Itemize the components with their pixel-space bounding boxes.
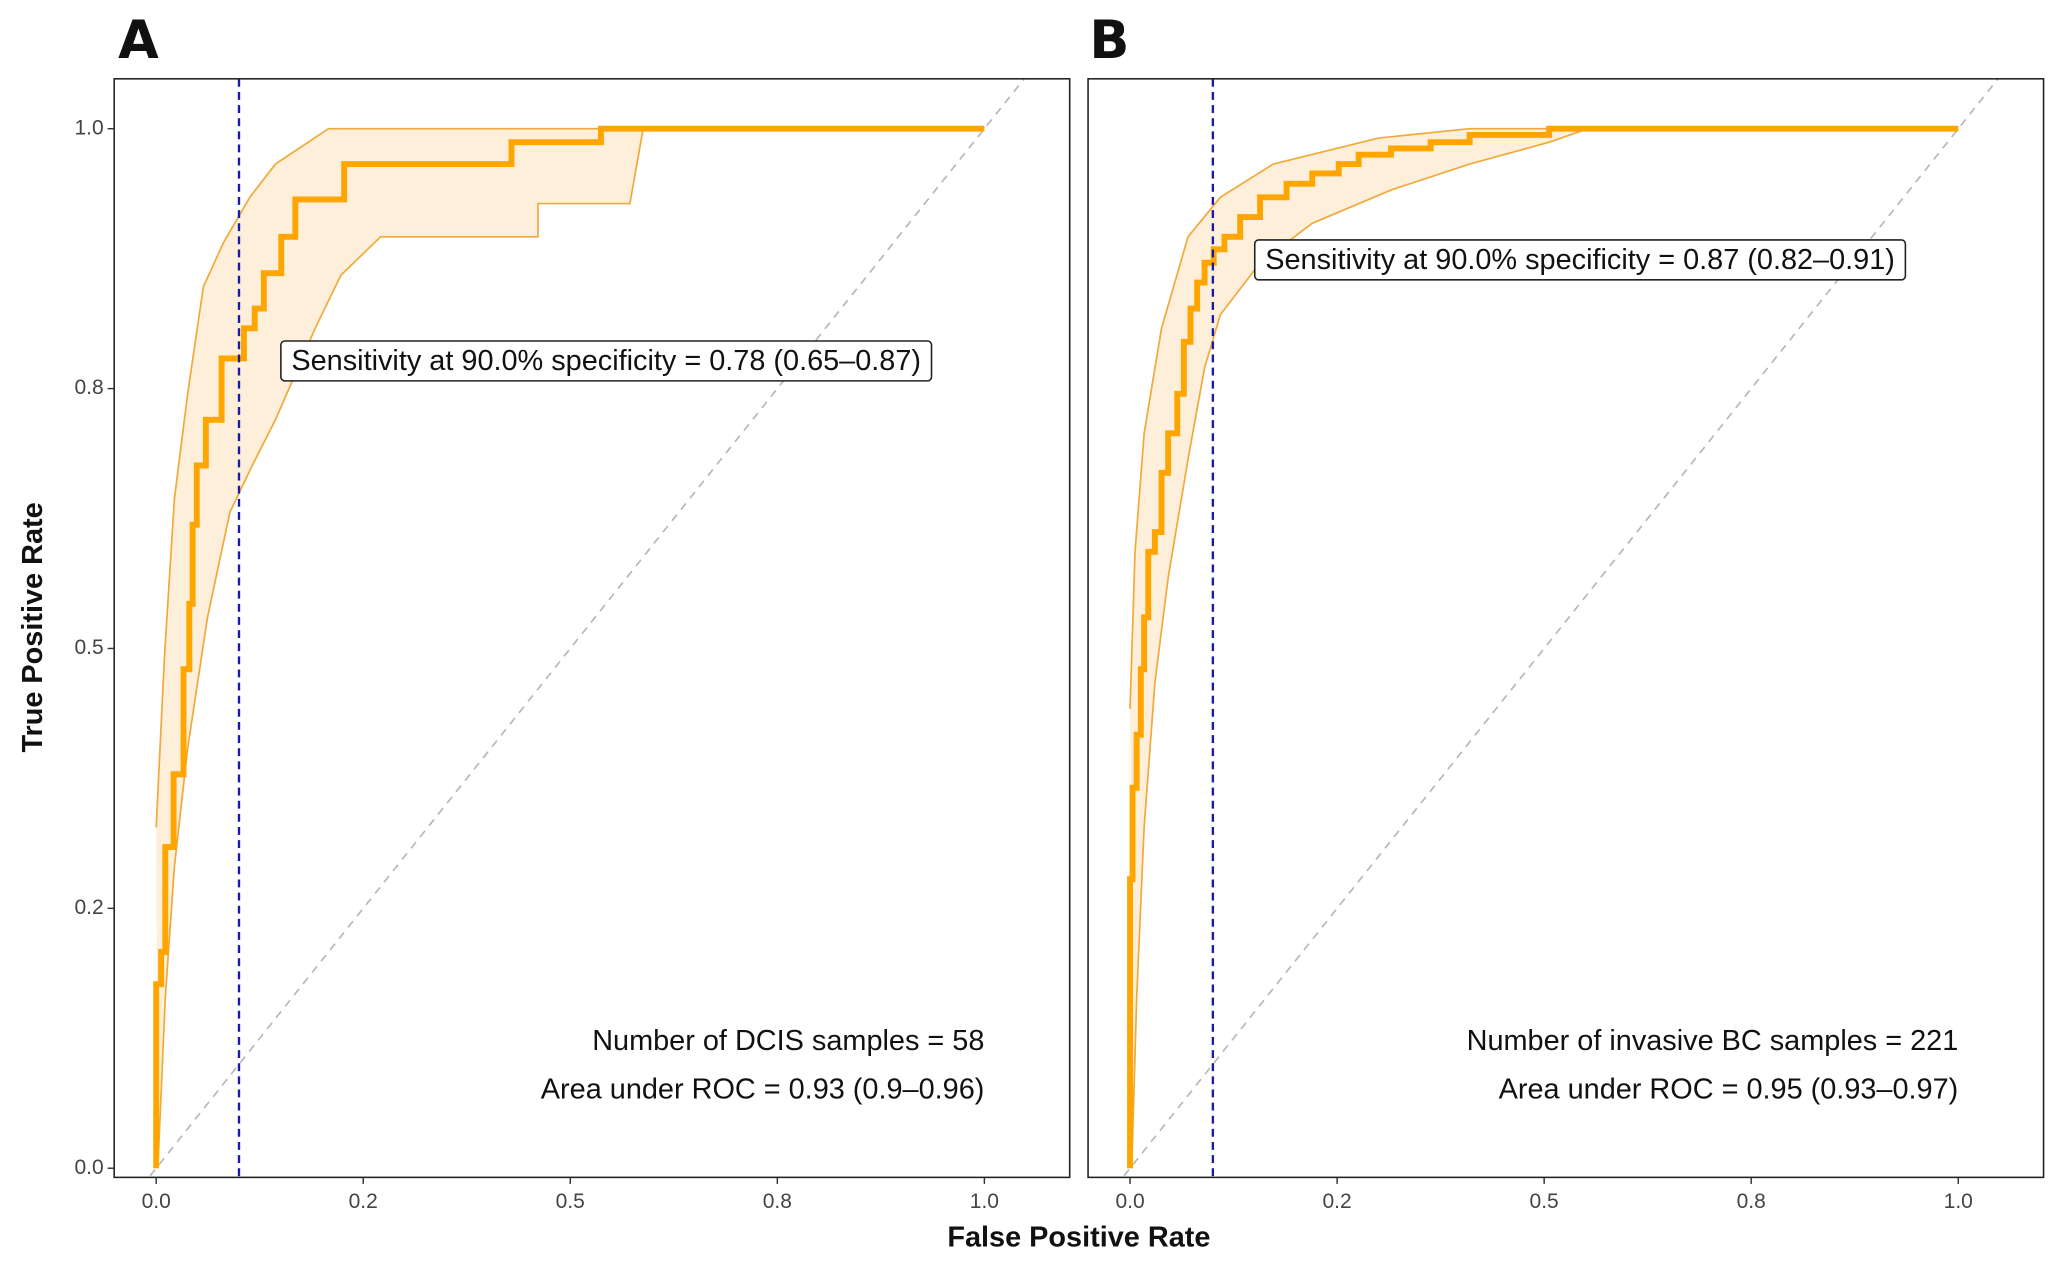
x-tick-label: 0.2 [349,1190,378,1213]
plot-area [114,78,1070,1178]
x-tick-label: 0.8 [1737,1190,1766,1213]
y-tick-label: 0.2 [74,896,103,919]
roc-curve [153,125,985,1169]
ci-band [156,128,985,1169]
x-tick-label: 0.8 [763,1190,792,1213]
panel-letter: A [118,10,159,71]
x-tick-label: 1.0 [1944,1190,1973,1213]
note: Area under ROC = 0.95 (0.93–0.97) [1499,1073,1959,1105]
y-tick-label: 0.5 [74,636,103,659]
panel-border [1087,78,2045,1179]
panel-letter: B [1089,10,1129,71]
y-tick-label: 1.0 [74,116,103,139]
y-axis-title: True Positive Rate [17,502,49,752]
x-tick-label: 0.2 [1323,1190,1352,1213]
y-tick-label: 0.0 [74,1156,103,1179]
note: Number of DCIS samples = 58 [592,1025,984,1057]
annotation-box [1253,239,1907,281]
x-tick-label: 0.0 [1115,1190,1144,1213]
ci-upper-line [1129,127,1959,709]
ci-upper-line [155,127,985,828]
panel-border [113,78,1071,1179]
annotation: Sensitivity at 90.0% specificity = 0.87 … [1265,244,1895,276]
annotation: Sensitivity at 90.0% specificity = 0.78 … [291,345,921,377]
ci-band [1130,128,1959,1169]
y-tick-label: 0.8 [74,376,103,399]
x-tick-label: 0.5 [1530,1190,1559,1213]
x-tick-label: 1.0 [970,1190,999,1213]
x-axis-title: False Positive Rate [947,1222,1210,1254]
diagonal-reference [1121,78,2000,1178]
x-tick-label: 0.5 [556,1190,585,1213]
diagonal-reference [147,78,1026,1178]
annotation-box [280,340,933,382]
note: Area under ROC = 0.93 (0.9–0.96) [541,1073,985,1105]
note: Number of invasive BC samples = 221 [1467,1025,1959,1057]
x-tick-label: 0.0 [142,1190,171,1213]
ci-lower-line [1130,127,1959,1169]
roc-curve [1127,125,1959,1169]
